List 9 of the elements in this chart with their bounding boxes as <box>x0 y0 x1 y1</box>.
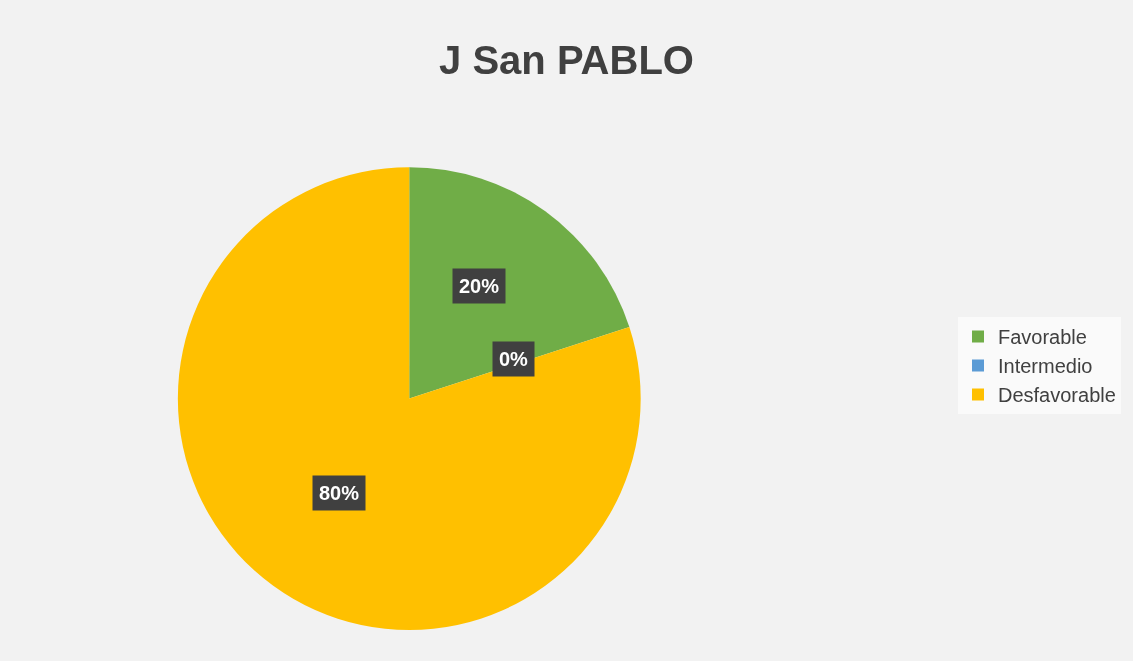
data-label: 20% <box>459 275 500 297</box>
legend-label: Intermedio <box>998 355 1093 378</box>
legend-label: Favorable <box>998 326 1087 349</box>
pie-slice <box>177 167 641 630</box>
text: 0% <box>499 348 528 370</box>
data-label: 80% <box>319 482 360 504</box>
pie-slice <box>409 167 630 399</box>
legend-label: Desfavorable <box>998 384 1116 407</box>
chart-title: J San PABLO <box>439 38 694 83</box>
